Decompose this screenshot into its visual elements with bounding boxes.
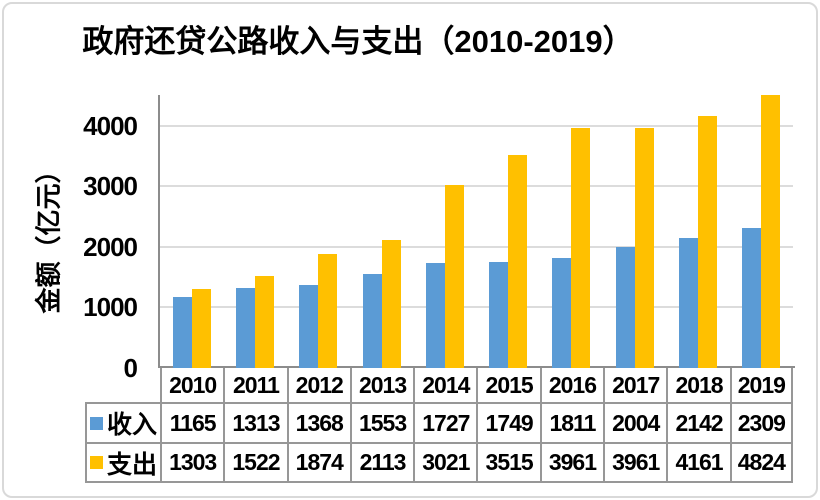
- expense-bar: [254, 275, 274, 368]
- y-axis-line: [158, 95, 160, 368]
- series-name: 支出: [107, 450, 158, 479]
- year-cell: 2010: [160, 368, 223, 402]
- income-bar: [235, 288, 255, 368]
- x-axis-line: [158, 366, 795, 368]
- expense-bar: [634, 127, 654, 368]
- table-corner-spacer: [85, 368, 160, 402]
- expense-bar: [444, 184, 464, 368]
- income-bar: [742, 228, 762, 368]
- expense-value-cell: 1874: [286, 442, 350, 483]
- income-bar: [172, 297, 192, 368]
- bar-group-2011: [223, 95, 286, 368]
- bar-group-2016: [540, 95, 603, 368]
- series-label-cell: 收入: [85, 402, 160, 442]
- income-bar: [679, 238, 699, 368]
- data-table: 2010 2011 2012 2013 2014 2015 2016 2017 2018 2019…: [85, 368, 793, 483]
- chart-title: 政府还贷公路收入与支出（2010-2019）: [82, 24, 634, 59]
- year-cell: 2013: [349, 368, 413, 402]
- expense-bar: [318, 254, 338, 368]
- year-cell: 2016: [539, 368, 603, 402]
- expense-bar: [761, 95, 781, 368]
- expense-value-cell: 1522: [223, 442, 287, 483]
- income-bar: [552, 258, 572, 368]
- expense-bar: [698, 115, 718, 368]
- income-value-cell: 2309: [729, 402, 793, 442]
- income-bar: [425, 263, 445, 368]
- expense-value-cell: 4161: [666, 442, 730, 483]
- gridline: [160, 245, 793, 248]
- expense-value-cell: 3515: [476, 442, 540, 483]
- income-bar: [299, 285, 319, 368]
- series-name: 收入: [107, 411, 158, 439]
- expense-value-cell: 3021: [413, 442, 477, 483]
- bar-groups: [160, 95, 793, 368]
- bar-group-2018: [666, 95, 729, 368]
- bar-group-2019: [730, 95, 793, 368]
- bar-group-2015: [476, 95, 539, 368]
- bar-group-2012: [287, 95, 350, 368]
- year-cell: 2015: [476, 368, 539, 402]
- bar-group-2017: [603, 95, 666, 368]
- y-tick-label: 2000: [83, 231, 138, 262]
- y-tick-label: 4000: [83, 110, 138, 141]
- bar-group-2010: [160, 95, 223, 368]
- expense-value-cell: 1303: [160, 442, 224, 483]
- legend-key-income: [90, 416, 103, 430]
- expense-value-cell: 3961: [603, 442, 667, 483]
- y-tick-label: 0: [123, 353, 138, 383]
- year-cell: 2017: [603, 368, 666, 402]
- year-cell: 2018: [666, 368, 729, 402]
- expense-bar: [191, 289, 211, 368]
- income-value-cell: 2004: [603, 402, 667, 442]
- expense-value-cell: 3961: [539, 442, 604, 483]
- year-cell: 2012: [286, 368, 350, 402]
- income-value-cell: 2142: [666, 402, 730, 442]
- bar-group-2013: [350, 95, 413, 368]
- expense-value-cell: 4824: [729, 442, 793, 483]
- income-value-cell: 1368: [286, 402, 350, 442]
- income-bar: [615, 246, 635, 368]
- gridline: [160, 306, 793, 309]
- income-bar: [489, 262, 509, 368]
- income-bar: [362, 273, 382, 368]
- income-value-cell: 1727: [413, 402, 477, 442]
- expense-bar: [571, 127, 591, 368]
- plot-area: [160, 95, 793, 368]
- income-value-cell: 1811: [539, 402, 604, 442]
- income-value-cell: 1165: [160, 402, 224, 442]
- y-tick-label: 3000: [83, 171, 138, 202]
- income-value-cell: 1749: [476, 402, 540, 442]
- year-cell: 2019: [729, 368, 793, 402]
- legend-key-expense: [90, 456, 103, 469]
- gridline: [160, 124, 793, 127]
- year-cell: 2014: [413, 368, 476, 402]
- income-value-cell: 1553: [349, 402, 414, 442]
- expense-bar: [508, 155, 528, 368]
- gridline: [160, 185, 793, 188]
- year-cell: 2011: [223, 368, 286, 402]
- y-tick-label: 1000: [83, 292, 138, 323]
- bar-group-2014: [413, 95, 476, 368]
- income-value-cell: 1313: [223, 402, 287, 442]
- series-label-cell: 支出: [85, 442, 160, 483]
- expense-value-cell: 2113: [349, 442, 414, 483]
- expense-bar: [381, 239, 401, 368]
